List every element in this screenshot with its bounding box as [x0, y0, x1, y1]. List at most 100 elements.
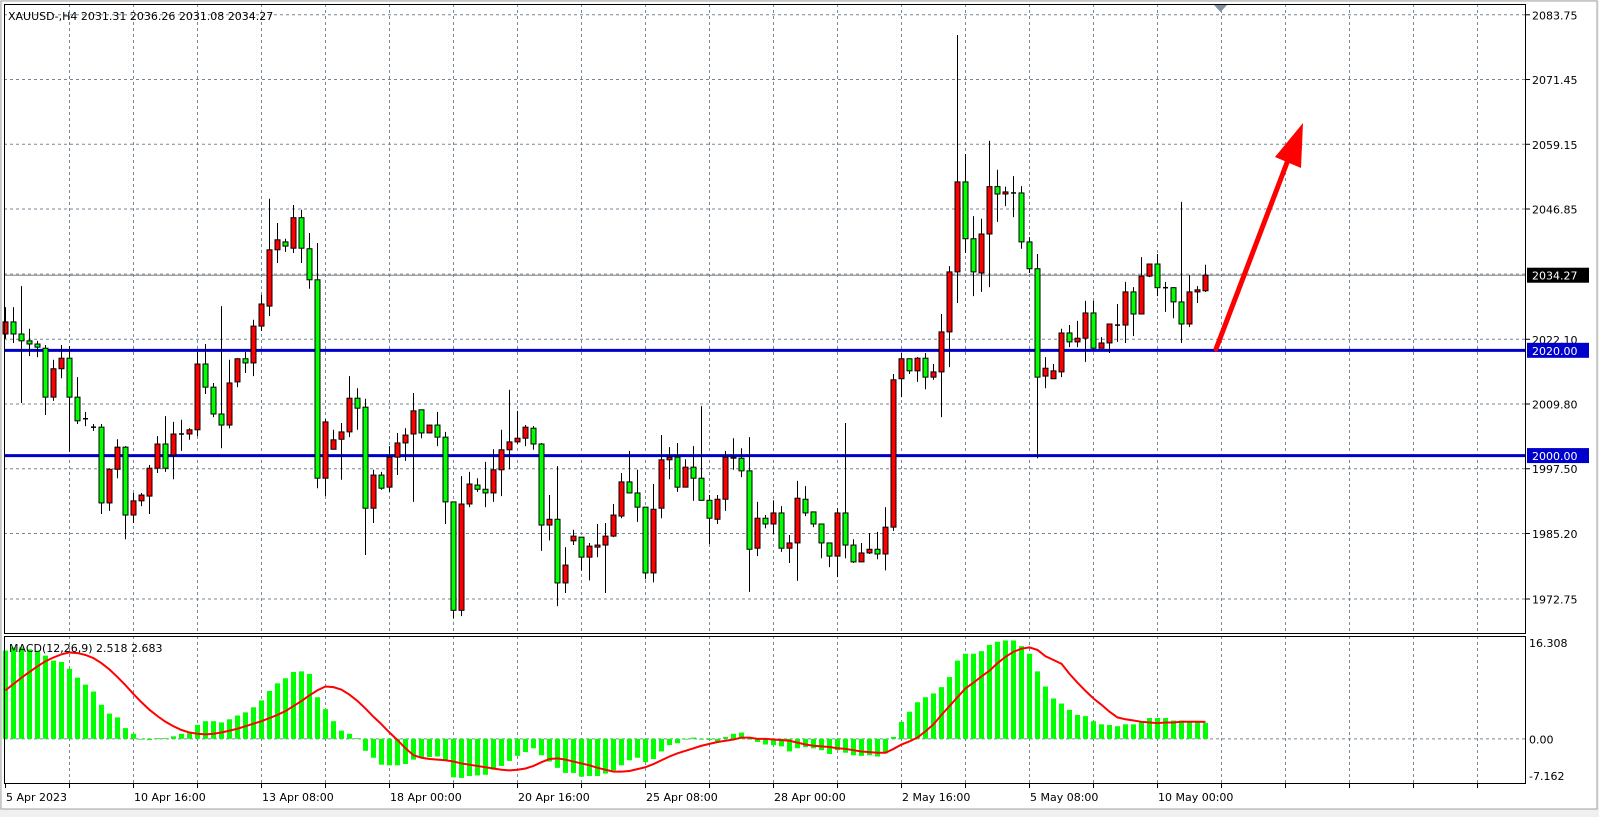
candle: [74, 377, 81, 424]
macd-histogram-bar: [947, 677, 952, 739]
horizontal-levels[interactable]: [4, 348, 1526, 458]
time-axis-label: 10 May 00:00: [1158, 791, 1233, 804]
candle: [1170, 287, 1177, 319]
macd-histogram-bar: [43, 655, 48, 739]
candle-body-bear: [362, 406, 369, 509]
macd-histogram-bar: [267, 690, 272, 739]
candle-body-bear: [1130, 291, 1137, 315]
candle-body-bear: [298, 217, 305, 249]
candle-body-bull: [1074, 337, 1081, 343]
macd-histogram-bar: [395, 738, 400, 766]
macd-histogram-bar: [787, 738, 792, 752]
macd-histogram-bar: [1019, 646, 1024, 739]
macd-axis-label: 0.00: [1529, 733, 1554, 746]
candle-body-bull: [1050, 370, 1057, 380]
candle: [754, 501, 761, 557]
candle-body-bull: [954, 181, 961, 273]
macd-histogram-bar: [843, 738, 848, 753]
candle-body-bear: [874, 548, 881, 555]
candle: [850, 539, 857, 563]
macd-histogram-bar: [1091, 721, 1096, 739]
candle: [986, 140, 993, 288]
time-axis-label: 18 Apr 00:00: [390, 791, 462, 804]
macd-histogram-bar: [1179, 720, 1184, 739]
candle-body-bull: [986, 186, 993, 235]
macd-histogram-bar: [331, 721, 336, 739]
candle: [1122, 281, 1129, 343]
macd-histogram-bar: [411, 738, 416, 760]
macd-pane-frame: [4, 636, 1526, 784]
macd-histogram-bar: [1147, 718, 1152, 739]
candle-body-bear: [282, 241, 289, 247]
main-grid: [4, 4, 1526, 634]
candle: [106, 468, 113, 511]
candle-body-bull: [1106, 323, 1113, 344]
candle: [234, 358, 241, 388]
candle-body-bear: [42, 347, 49, 398]
candle-body-bull: [130, 500, 137, 516]
candle: [802, 486, 809, 517]
candle-body-bull: [754, 517, 761, 549]
candle-body-bull: [1042, 367, 1049, 377]
candle-body-bull: [1058, 332, 1065, 373]
candle-body-bull: [586, 545, 593, 558]
candle: [370, 469, 377, 523]
candle-body-bull: [186, 429, 193, 435]
candle-body-bull: [594, 544, 601, 548]
candle-body-bull: [938, 331, 945, 373]
candle: [1090, 300, 1097, 349]
candle-body-bear: [970, 238, 977, 273]
candle-body-bull: [658, 459, 665, 509]
macd-histogram-bar: [499, 738, 504, 766]
candle-body-bear: [634, 492, 641, 508]
candle-body-bull: [170, 433, 177, 456]
candle-body-bull: [1186, 291, 1193, 325]
candle: [466, 471, 473, 508]
candle: [842, 422, 849, 559]
time-axis-label: 2 May 16:00: [902, 791, 970, 804]
candle: [218, 306, 225, 449]
candle: [290, 205, 297, 253]
macd-histogram-bar: [1003, 640, 1008, 739]
macd-histogram-bar: [899, 721, 904, 739]
macd-histogram-bar: [563, 738, 568, 773]
candle-body-bull: [226, 382, 233, 426]
time-axis-label: 28 Apr 00:00: [774, 791, 846, 804]
candle: [522, 425, 529, 447]
macd-histogram-bar: [467, 738, 472, 777]
macd-histogram-bar: [259, 700, 264, 739]
candle: [450, 501, 457, 619]
candle-body-bear: [698, 477, 705, 501]
macd-histogram-bar: [1035, 671, 1040, 739]
candle: [914, 357, 921, 382]
candle: [938, 314, 945, 418]
candle: [66, 346, 73, 452]
candle-body-bull: [1082, 312, 1089, 339]
candle-body-bear: [706, 499, 713, 519]
candle: [690, 446, 697, 501]
candle-body-bear: [810, 511, 817, 525]
macd-histogram-bar: [163, 738, 168, 740]
chart-shift-marker-icon[interactable]: [1214, 5, 1227, 12]
macd-histogram-bar: [619, 738, 624, 766]
candle: [490, 449, 497, 502]
chart-title: XAUUSD-,H4 2031.31 2036.26 2031.08 2034.…: [8, 10, 273, 23]
candle: [1034, 254, 1041, 459]
candle: [42, 345, 49, 416]
macd-histogram-bar: [1195, 722, 1200, 739]
candle: [18, 286, 25, 403]
macd-histogram-bar: [19, 647, 24, 739]
candle: [266, 198, 273, 317]
candle: [530, 426, 537, 450]
candle-body-bull: [466, 483, 473, 505]
candle: [258, 295, 265, 331]
price-axis-label: 1985.20: [1532, 528, 1578, 541]
candle-body-bear: [1178, 301, 1185, 325]
candle: [578, 536, 585, 571]
candle: [546, 495, 553, 541]
candle: [658, 435, 665, 519]
candle-body-bull: [402, 434, 409, 444]
trend-arrow-icon[interactable]: [1213, 123, 1303, 352]
